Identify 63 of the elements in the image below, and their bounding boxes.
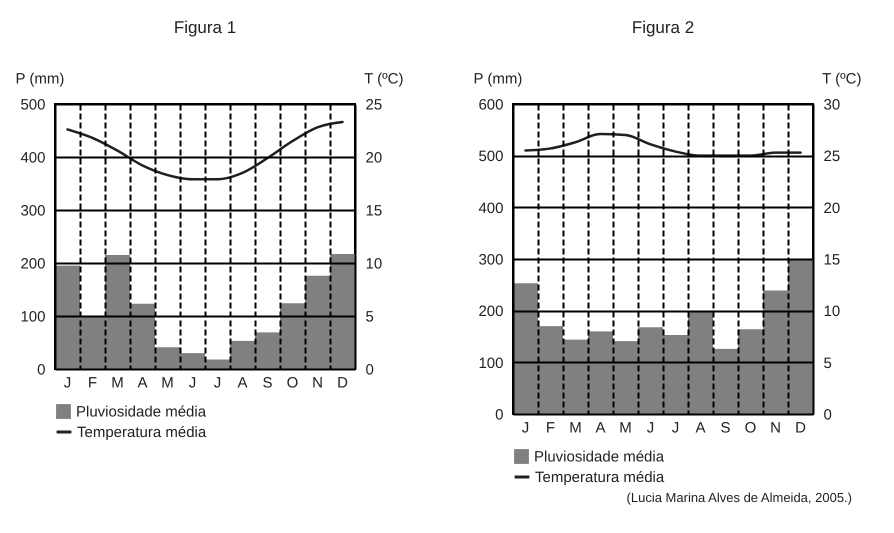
y-tick-label: 500 (20, 96, 46, 114)
y2-tick-label: 10 (824, 303, 840, 320)
x-tick-label: M (569, 420, 582, 436)
x-tick-label: A (137, 374, 148, 392)
y2-tick-label: 25 (366, 96, 382, 114)
line-series (66, 120, 344, 181)
y-tick-label: 100 (478, 354, 504, 372)
y2-tick-label: 10 (366, 256, 382, 272)
x-tick-label: J (64, 374, 72, 392)
x-tick-label: D (795, 420, 806, 436)
y-tick-label: 200 (478, 303, 504, 320)
y-tick-label: 100 (20, 308, 46, 326)
y2-tick-label: 5 (824, 354, 832, 372)
x-tick-label: M (111, 374, 124, 392)
y-tick-label: 0 (37, 362, 46, 378)
y-tick-label: 300 (20, 202, 46, 220)
y-tick-label: 600 (478, 96, 504, 114)
y-axis-title: P (mm) (474, 70, 522, 88)
legend-label: Temperatura média (535, 469, 665, 486)
y2-axis-title: T (ºC) (822, 70, 862, 88)
y2-tick-label: 15 (824, 252, 840, 268)
x-tick-label: N (312, 374, 323, 392)
legend-label: Pluviosidade média (534, 448, 665, 466)
x-tick-label: F (546, 420, 556, 436)
x-tick-label: J (672, 420, 680, 436)
y2-tick-label: 20 (824, 200, 840, 217)
y-tick-label: 400 (20, 150, 46, 166)
y-tick-label: 200 (20, 256, 46, 272)
chart-title: Figura 1 (174, 18, 236, 37)
line-series (524, 132, 802, 157)
y2-tick-label: 30 (824, 96, 840, 114)
y2-axis-title: T (ºC) (364, 70, 404, 88)
y2-tick-label: 0 (824, 406, 832, 424)
x-tick-label: A (237, 374, 248, 392)
x-tick-label: O (744, 420, 756, 436)
x-tick-label: S (262, 374, 273, 392)
legend-label: Pluviosidade média (76, 404, 207, 420)
x-tick-label: A (595, 420, 606, 436)
x-tick-label: O (286, 374, 298, 392)
x-tick-label: S (720, 420, 731, 436)
x-tick-label: J (188, 374, 196, 392)
legend-label: Temperatura média (77, 424, 207, 441)
y-tick-label: 500 (478, 148, 504, 166)
x-tick-label: M (161, 374, 174, 392)
y2-tick-label: 20 (366, 150, 382, 166)
y-tick-label: 400 (478, 200, 504, 217)
chart-title: Figura 2 (632, 18, 694, 37)
y-axis-title: P (mm) (16, 70, 64, 88)
y-tick-label: 0 (495, 406, 504, 424)
x-tick-label: D (337, 374, 348, 392)
y2-tick-label: 25 (824, 148, 840, 166)
x-tick-label: J (214, 374, 222, 392)
x-tick-label: F (88, 374, 98, 392)
x-tick-label: J (522, 420, 530, 436)
y2-tick-label: 0 (366, 362, 374, 378)
text: (Lucia Marina Alves de Almeida, 2005.) (626, 490, 853, 505)
x-tick-label: N (770, 420, 781, 436)
y2-tick-label: 5 (366, 308, 374, 326)
y-tick-label: 300 (478, 252, 504, 268)
x-tick-label: J (646, 420, 654, 436)
x-tick-label: A (695, 420, 706, 436)
y2-tick-label: 15 (366, 202, 382, 220)
x-tick-label: M (619, 420, 632, 436)
